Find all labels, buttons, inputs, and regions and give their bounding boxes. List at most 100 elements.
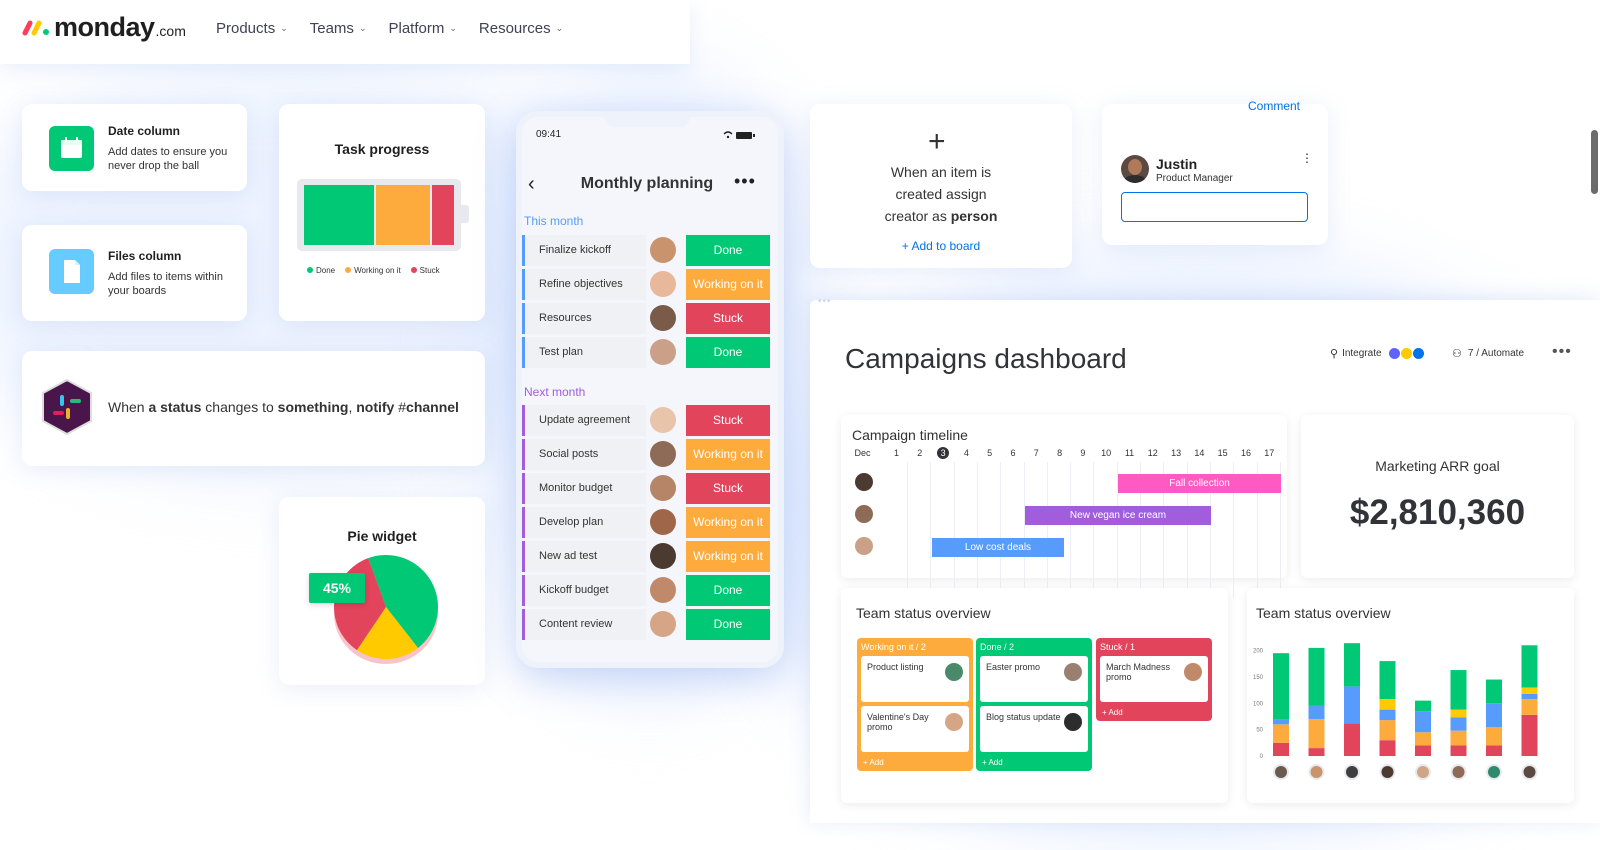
avatar bbox=[1064, 663, 1082, 681]
timeline-day: 2 bbox=[917, 448, 923, 458]
status-cell[interactable]: Stuck bbox=[686, 473, 770, 504]
comment-input[interactable] bbox=[1121, 192, 1308, 222]
bar-segment bbox=[1486, 727, 1502, 746]
timeline-month: Dec bbox=[854, 448, 871, 458]
avatar bbox=[855, 473, 873, 491]
board-item-row[interactable]: Resources Stuck bbox=[522, 303, 772, 334]
timeline-gridline bbox=[930, 462, 932, 598]
kanban-add-button[interactable]: + Add bbox=[863, 758, 884, 767]
timeline-gridline bbox=[1093, 462, 1095, 598]
phone-notch bbox=[604, 117, 690, 127]
bar-segment bbox=[1273, 653, 1289, 720]
board-item-row[interactable]: Develop plan Working on it bbox=[522, 507, 772, 538]
chevron-down-icon: ⌄ bbox=[280, 23, 288, 33]
status-cell[interactable]: Done bbox=[686, 575, 770, 606]
comment-link[interactable]: Comment bbox=[1248, 99, 1301, 113]
bar-segment bbox=[1379, 709, 1396, 721]
kebab-menu-icon[interactable]: ⋮ bbox=[1301, 151, 1313, 165]
nav-resources[interactable]: Resources ⌄ bbox=[479, 20, 563, 37]
board-item-row[interactable]: Content review Done bbox=[522, 609, 772, 640]
timeline-bar[interactable]: Low cost deals bbox=[931, 538, 1065, 557]
nav-platform[interactable]: Platform ⌄ bbox=[388, 20, 456, 37]
dashboard-more-icon[interactable]: ••• bbox=[1552, 343, 1572, 360]
task-progress-title: Task progress bbox=[334, 141, 430, 157]
legend-working: Working on it bbox=[345, 266, 401, 275]
board-item-row[interactable]: New ad test Working on it bbox=[522, 541, 772, 572]
y-tick-label: 50 bbox=[1256, 728, 1263, 734]
bar-segment bbox=[1450, 730, 1467, 746]
bar-segment bbox=[1273, 719, 1289, 725]
kanban-column-header: Stuck / 1 bbox=[1100, 642, 1136, 652]
timeline-day: 17 bbox=[1264, 448, 1275, 458]
timeline-day: 11 bbox=[1124, 448, 1135, 458]
back-icon[interactable]: ‹ bbox=[528, 173, 535, 195]
avatar bbox=[650, 611, 676, 637]
status-cell[interactable]: Stuck bbox=[686, 303, 770, 334]
timeline-day: 16 bbox=[1240, 448, 1251, 458]
files-column-desc: Add files to items within your boards bbox=[108, 271, 223, 297]
timeline-day: 8 bbox=[1057, 448, 1063, 458]
timeline-day: 1 bbox=[893, 448, 899, 458]
board-item-row[interactable]: Kickoff budget Done bbox=[522, 575, 772, 606]
kanban-card[interactable]: Valentine's Day promo bbox=[861, 706, 969, 752]
status-cell[interactable]: Done bbox=[686, 609, 770, 640]
battery-segment bbox=[432, 185, 454, 245]
status-cell[interactable]: Done bbox=[686, 235, 770, 266]
avatar bbox=[1452, 766, 1465, 778]
kanban-add-button[interactable]: + Add bbox=[1102, 708, 1123, 717]
monday-logo[interactable]: monday .com bbox=[22, 12, 186, 43]
board-item-row[interactable]: Finalize kickoff Done bbox=[522, 235, 772, 266]
phone-time: 09:41 bbox=[536, 129, 562, 140]
y-tick-label: 200 bbox=[1253, 649, 1264, 655]
nav-label: Teams bbox=[309, 20, 354, 37]
avatar bbox=[1310, 766, 1323, 778]
kanban-card[interactable]: Blog status update bbox=[980, 706, 1088, 752]
group-color-bar bbox=[522, 609, 525, 640]
status-cell[interactable]: Working on it bbox=[686, 507, 770, 538]
nav-label: Resources bbox=[478, 20, 551, 37]
avatar bbox=[855, 537, 873, 555]
item-name: Test plan bbox=[525, 337, 646, 368]
phone-status-icons bbox=[723, 131, 755, 139]
board-item-row[interactable]: Refine objectives Working on it bbox=[522, 269, 772, 300]
timeline-gridline bbox=[976, 462, 978, 598]
timeline-bar[interactable]: New vegan ice cream bbox=[1024, 506, 1212, 525]
kanban-card-title: Product listing bbox=[867, 662, 924, 672]
status-cell[interactable]: Working on it bbox=[686, 439, 770, 470]
board-item-row[interactable]: Update agreement Stuck bbox=[522, 405, 772, 436]
automate-button[interactable]: ⚇ 7 / Automate bbox=[1452, 347, 1524, 360]
board-item-row[interactable]: Monitor budget Stuck bbox=[522, 473, 772, 504]
kanban-card[interactable]: Product listing bbox=[861, 656, 969, 702]
item-name: Kickoff budget bbox=[525, 575, 646, 606]
board-item-row[interactable]: Test plan Done bbox=[522, 337, 772, 368]
integration-logos bbox=[1388, 348, 1424, 359]
kanban-column-header: Working on it / 2 bbox=[861, 642, 926, 652]
bar-segment bbox=[1450, 745, 1467, 756]
item-name: Refine objectives bbox=[525, 269, 646, 300]
bar-segment bbox=[1308, 705, 1325, 720]
nav-teams[interactable]: Teams ⌄ bbox=[310, 20, 367, 37]
status-cell[interactable]: Working on it bbox=[686, 269, 770, 300]
add-to-board-link[interactable]: + Add to board bbox=[901, 239, 981, 253]
comment-card: Comment Justin Product Manager ⋮ bbox=[1102, 99, 1328, 245]
status-cell[interactable]: Stuck bbox=[686, 405, 770, 436]
integrate-button[interactable]: ⚲ Integrate bbox=[1330, 347, 1424, 360]
board-item-row[interactable]: Social posts Working on it bbox=[522, 439, 772, 470]
bar-segment bbox=[1415, 711, 1431, 733]
nav-label: Platform bbox=[388, 20, 445, 37]
nav-products[interactable]: Products ⌄ bbox=[216, 20, 288, 37]
timeline-bar[interactable]: Fall collection bbox=[1118, 474, 1282, 493]
bar-segment bbox=[1273, 742, 1289, 756]
bar-segment bbox=[1450, 709, 1467, 718]
status-cell[interactable]: Done bbox=[686, 337, 770, 368]
kanban-card[interactable]: Easter promo bbox=[980, 656, 1088, 702]
page-scrollbar[interactable] bbox=[1591, 130, 1598, 194]
kanban-add-button[interactable]: + Add bbox=[982, 758, 1003, 767]
kanban-card[interactable]: March Madness promo bbox=[1100, 656, 1208, 702]
item-name: Finalize kickoff bbox=[525, 235, 646, 266]
status-cell[interactable]: Working on it bbox=[686, 541, 770, 572]
avatar bbox=[650, 407, 676, 433]
more-options-icon[interactable]: ••• bbox=[734, 171, 756, 191]
group-color-bar bbox=[522, 337, 525, 368]
automate-label: 7 / Automate bbox=[1467, 348, 1525, 359]
